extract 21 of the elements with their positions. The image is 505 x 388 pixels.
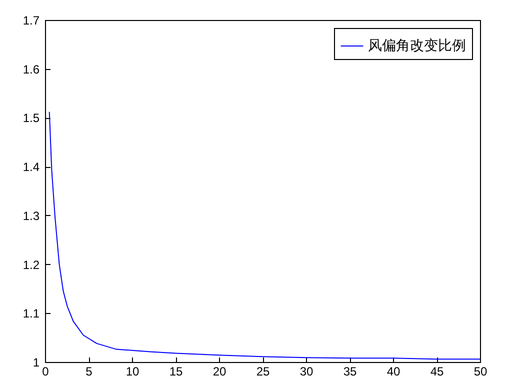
- x-tick-label: 45: [430, 364, 444, 378]
- y-tick-label: 1.4: [22, 160, 40, 174]
- x-tick-label: 35: [343, 364, 357, 378]
- x-tick-label: 25: [256, 364, 270, 378]
- x-tick-label: 5: [86, 364, 93, 378]
- line-series: [48, 111, 480, 360]
- y-tick-label: 1.3: [22, 208, 40, 223]
- x-tick-label: 10: [126, 364, 140, 378]
- x-tick-label: 15: [169, 364, 183, 378]
- y-tick-label: 1.6: [22, 62, 40, 76]
- x-tick-label: 20: [212, 364, 226, 378]
- x-tick-label: 0: [42, 364, 50, 378]
- y-tick-label: 1.1: [22, 306, 40, 321]
- legend-label: 风偏角改变比例: [368, 37, 466, 53]
- y-tick-label: 1.2: [22, 258, 40, 272]
- x-tick-label: 50: [474, 364, 488, 378]
- x-tick-label: 40: [386, 364, 400, 378]
- x-tick-label: 30: [300, 364, 314, 378]
- y-tick-label: 1: [32, 356, 40, 370]
- y-tick-label: 1.5: [22, 111, 40, 126]
- y-tick-label: 1.7: [22, 14, 40, 28]
